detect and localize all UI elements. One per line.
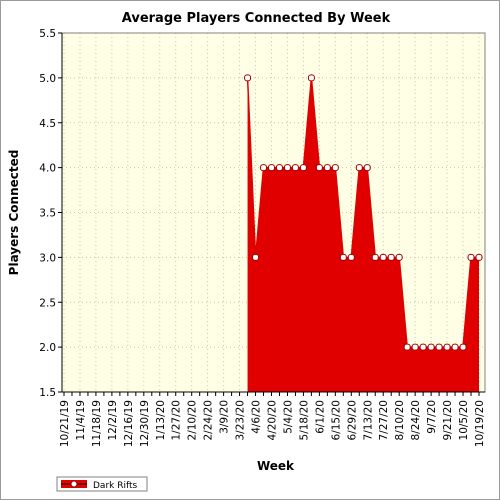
x-tick-label: 6/29/20 bbox=[346, 400, 358, 440]
y-tick-label: 5.5 bbox=[39, 28, 56, 40]
y-tick-label: 4.5 bbox=[39, 118, 56, 130]
x-tick-label: 7/27/20 bbox=[378, 400, 390, 440]
data-point-marker bbox=[275, 164, 283, 172]
y-tick-label: 2.0 bbox=[39, 342, 56, 354]
data-point-marker bbox=[315, 164, 323, 172]
data-point-marker bbox=[427, 343, 435, 351]
data-point-marker bbox=[347, 253, 355, 261]
data-point-marker bbox=[339, 253, 347, 261]
x-axis-label: Week bbox=[257, 459, 295, 473]
y-tick-label: 1.5 bbox=[39, 387, 56, 399]
data-point-marker bbox=[475, 253, 483, 261]
x-tick-label: 10/21/19 bbox=[59, 400, 71, 447]
x-tick-label: 8/24/20 bbox=[410, 400, 422, 440]
x-tick-label: 5/18/20 bbox=[298, 400, 310, 440]
data-point-marker bbox=[268, 164, 275, 172]
data-point-marker bbox=[387, 253, 395, 261]
x-tick-label: 11/18/19 bbox=[91, 400, 103, 447]
data-point-marker bbox=[443, 343, 451, 351]
data-point-marker bbox=[283, 164, 291, 172]
data-point-marker bbox=[395, 253, 403, 261]
x-tick-label: 5/4/20 bbox=[282, 400, 294, 434]
data-markers bbox=[244, 74, 483, 351]
y-tick-label: 4.0 bbox=[39, 163, 56, 175]
x-tick-label: 9/21/20 bbox=[442, 400, 454, 440]
x-tick-label: 12/30/19 bbox=[139, 400, 151, 447]
y-tick-label: 3.5 bbox=[39, 208, 56, 220]
data-point-marker bbox=[435, 343, 443, 351]
x-axis-ticks: 10/21/19 11/4/19 11/18/19 12/2/19 12/16/19 12… bbox=[59, 392, 486, 447]
x-tick-label: 12/2/19 bbox=[107, 400, 119, 440]
data-point-marker bbox=[379, 253, 387, 261]
data-point-marker bbox=[252, 253, 260, 261]
chart-title: Average Players Connected By Week bbox=[122, 11, 391, 26]
data-point-marker bbox=[260, 164, 268, 172]
y-axis-ticks: 1.5 2.0 2.5 3.0 3.5 4.0 4.5 5.0 5.5 bbox=[39, 28, 62, 399]
data-point-marker bbox=[363, 164, 371, 172]
data-point-marker bbox=[244, 74, 252, 82]
x-tick-label: 3/9/20 bbox=[219, 400, 231, 434]
data-point-marker bbox=[291, 164, 299, 172]
x-tick-label: 10/19/20 bbox=[474, 400, 486, 447]
x-tick-label: 12/16/19 bbox=[123, 400, 135, 447]
y-axis-label: Players Connected bbox=[7, 150, 21, 276]
data-point-marker bbox=[467, 253, 475, 261]
series-area-dark-rifts bbox=[247, 77, 479, 392]
y-tick-label: 5.0 bbox=[39, 73, 56, 85]
data-point-marker bbox=[403, 343, 411, 351]
y-tick-label: 2.5 bbox=[39, 297, 56, 309]
x-tick-label: 11/4/19 bbox=[75, 400, 87, 440]
data-point-marker bbox=[459, 343, 467, 351]
data-point-marker bbox=[331, 164, 339, 172]
x-tick-label: 6/1/20 bbox=[314, 400, 326, 434]
data-point-marker bbox=[451, 343, 459, 351]
data-point-marker bbox=[307, 74, 315, 82]
x-tick-label: 2/24/20 bbox=[203, 400, 215, 440]
x-tick-label: 4/6/20 bbox=[251, 400, 263, 434]
x-tick-label: 10/5/20 bbox=[458, 400, 470, 440]
x-tick-label: 2/10/20 bbox=[187, 400, 199, 440]
x-tick-label: 7/13/20 bbox=[362, 400, 374, 440]
legend-marker bbox=[70, 480, 78, 488]
legend: Dark Rifts bbox=[56, 476, 148, 492]
x-tick-label: 6/15/20 bbox=[330, 400, 342, 440]
data-point-marker bbox=[323, 164, 331, 172]
x-tick-label: 4/20/20 bbox=[267, 400, 279, 440]
legend-label-dark-rifts: Dark Rifts bbox=[93, 481, 138, 491]
data-point-marker bbox=[419, 343, 427, 351]
x-tick-label: 9/7/20 bbox=[426, 400, 438, 434]
x-tick-label: 1/13/20 bbox=[155, 400, 167, 440]
data-point-marker bbox=[371, 253, 379, 261]
y-tick-label: 3.0 bbox=[39, 252, 56, 264]
data-point-marker bbox=[299, 164, 307, 172]
x-tick-label: 1/27/20 bbox=[171, 400, 183, 440]
data-point-marker bbox=[355, 164, 363, 172]
data-point-marker bbox=[411, 343, 419, 351]
x-tick-label: 8/10/20 bbox=[394, 400, 406, 440]
x-tick-label: 3/23/20 bbox=[235, 400, 247, 440]
